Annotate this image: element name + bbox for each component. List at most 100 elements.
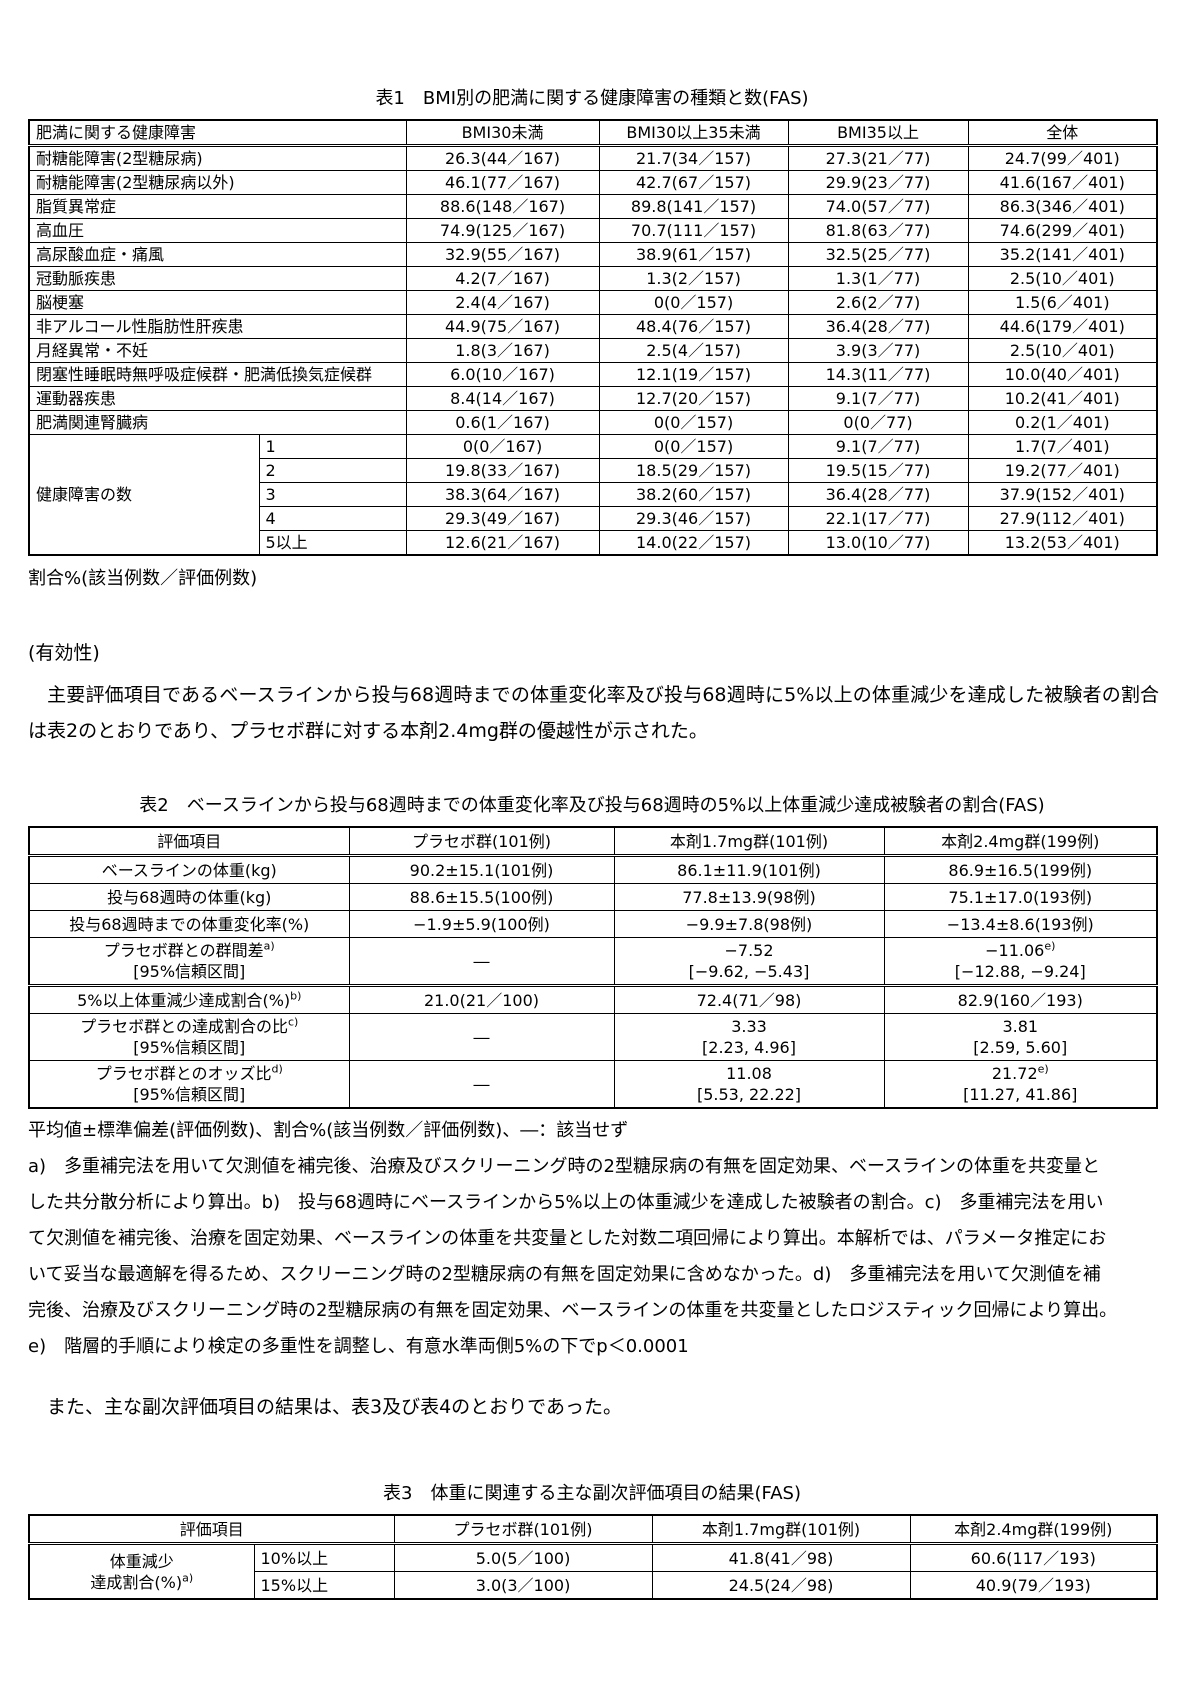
row-label-text: 5%以上体重減少達成割合(%)	[77, 990, 291, 1010]
data-cell: 37.9(152／401)	[967, 482, 1158, 507]
data-cell: 29.3(49／167)	[405, 506, 600, 531]
data-cell: 8.4(14／167)	[405, 386, 600, 411]
data-cell: ―	[348, 1060, 615, 1109]
sub-label: 4	[258, 506, 407, 531]
data-cell: 0(0／167)	[405, 434, 600, 459]
document-page: 表1 BMI別の肥満に関する健康障害の種類と数(FAS) 肥満に関する健康障害 …	[28, 88, 1159, 1600]
data-cell: 0(0／77)	[787, 410, 969, 435]
group-label: 健康障害の数	[28, 434, 260, 556]
data-cell: 90.2±15.1(101例)	[348, 855, 615, 884]
data-cell: 19.5(15／77)	[787, 458, 969, 483]
data-cell: 86.9±16.5(199例)	[883, 855, 1158, 884]
row-label: 脂質異常症	[28, 194, 407, 219]
footnote-marker: d)	[271, 1062, 283, 1076]
data-cell: 1.3(1／77)	[787, 266, 969, 291]
table2-title: 表2 ベースラインから投与68週時までの体重変化率及び投与68週時の5%以上体重…	[139, 795, 1045, 816]
row-label: 閉塞性睡眠時無呼吸症候群・肥満低換気症候群	[28, 362, 407, 387]
row-label: 高尿酸血症・痛風	[28, 242, 407, 267]
group-label-line1: 体重減少	[109, 1551, 174, 1571]
table2-header-row: 評価項目 プラセボ群(101例) 本剤1.7mg群(101例) 本剤2.4mg群…	[28, 826, 1158, 857]
table3-header-placebo: プラセボ群(101例)	[393, 1514, 653, 1545]
table1-header-bmi30: BMI30未満	[405, 119, 600, 147]
sub-label: 15%以上	[253, 1571, 395, 1600]
data-cell: 88.6(148／167)	[405, 194, 600, 219]
table2-header-placebo: プラセボ群(101例)	[348, 826, 615, 857]
table1-footnote: 割合%(該当例数／評価例数)	[28, 568, 258, 589]
data-cell: 0.2(1／401)	[967, 410, 1158, 435]
table-row: 体重減少 達成割合(%)a) 10%以上 5.0(5／100) 41.8(41／…	[28, 1543, 1158, 1600]
table1-title: 表1 BMI別の肥満に関する健康障害の種類と数(FAS)	[375, 88, 809, 109]
data-cell: 1.3(2／157)	[598, 266, 789, 291]
footnote-line: て欠測値を補完後、治療を固定効果、ベースラインの体重を共変量とした対数二項回帰に…	[28, 1228, 1107, 1249]
footnote-marker: e)	[1044, 939, 1056, 953]
data-cell: 46.1(77／167)	[405, 170, 600, 195]
table-row: 耐糖能障害(2型糖尿病) 26.3(44／167) 21.7(34／157) 2…	[28, 145, 1158, 171]
data-cell: 29.3(46／157)	[598, 506, 789, 531]
data-cell: 89.8(141／157)	[598, 194, 789, 219]
data-cell: 35.2(141／401)	[967, 242, 1158, 267]
data-cell: 75.1±17.0(193例)	[883, 883, 1158, 911]
data-cell: 1.5(6／401)	[967, 290, 1158, 315]
data-cell: 13.0(10／77)	[787, 530, 969, 556]
value-line1: 3.81	[1002, 1017, 1039, 1036]
data-cell: −1.9±5.9(100例)	[348, 910, 615, 938]
row-label-line2: [95%信頼区間]	[133, 962, 246, 981]
sub-label: 10%以上	[253, 1543, 395, 1572]
data-cell: 21.72e) [11.27, 41.86]	[883, 1060, 1158, 1109]
footnote-line: a) 多重補完法を用いて欠測値を補完後、治療及びスクリーニング時の2型糖尿病の有…	[28, 1156, 1101, 1177]
table-row: 肥満関連腎臓病 0.6(1／167) 0(0／157) 0(0／77) 0.2(…	[28, 410, 1158, 435]
data-cell: 32.9(55／167)	[405, 242, 600, 267]
footnote-marker: a)	[182, 1571, 194, 1585]
group-label-line2: 達成割合(%)	[90, 1572, 183, 1592]
table3: 評価項目 プラセボ群(101例) 本剤1.7mg群(101例) 本剤2.4mg群…	[28, 1514, 1159, 1600]
row-label: 耐糖能障害(2型糖尿病以外)	[28, 170, 407, 195]
table2-header-2-4mg: 本剤2.4mg群(199例)	[883, 826, 1158, 857]
table-row: 5%以上体重減少達成割合(%)b) 21.0(21／100) 72.4(71／9…	[28, 984, 1158, 1014]
table-row: 4 29.3(49／167) 29.3(46／157) 22.1(17／77) …	[29, 506, 1158, 531]
row-label-line2: [95%信頼区間]	[133, 1085, 246, 1104]
data-cell: 38.9(61／157)	[598, 242, 789, 267]
data-cell: 13.2(53／401)	[967, 530, 1158, 556]
data-cell: 12.7(20／157)	[598, 386, 789, 411]
table-row: 月経異常・不妊 1.8(3／167) 2.5(4／157) 3.9(3／77) …	[28, 338, 1158, 363]
row-label-text: プラセボ群とのオッズ比	[95, 1064, 272, 1083]
data-cell: 72.4(71／98)	[613, 984, 885, 1014]
data-cell: 40.9(79／193)	[909, 1571, 1158, 1600]
data-cell: 18.5(29／157)	[598, 458, 789, 483]
value-ci: [5.53, 22.22]	[696, 1085, 802, 1104]
data-cell: 10.2(41／401)	[967, 386, 1158, 411]
data-cell: 14.0(22／157)	[598, 530, 789, 556]
row-label: 5%以上体重減少達成割合(%)b)	[28, 984, 350, 1014]
table3-header-row: 評価項目 プラセボ群(101例) 本剤1.7mg群(101例) 本剤2.4mg群…	[28, 1514, 1158, 1545]
data-cell: 41.8(41／98)	[651, 1543, 911, 1572]
table-row: 脳梗塞 2.4(4／167) 0(0／157) 2.6(2／77) 1.5(6／…	[28, 290, 1158, 315]
row-label: 月経異常・不妊	[28, 338, 407, 363]
row-label: ベースラインの体重(kg)	[28, 855, 350, 884]
table1-header-total: 全体	[967, 119, 1158, 147]
table-row: 運動器疾患 8.4(14／167) 12.7(20／157) 9.1(7／77)…	[28, 386, 1158, 411]
data-cell: −9.9±7.8(98例)	[613, 910, 885, 938]
table-row: プラセボ群との達成割合の比c) [95%信頼区間] ― 3.33 [2.23, …	[28, 1013, 1158, 1061]
table-row: 15%以上 3.0(3／100) 24.5(24／98) 40.9(79／193…	[29, 1571, 1158, 1600]
data-cell: −13.4±8.6(193例)	[883, 910, 1158, 938]
data-cell: 3.33 [2.23, 4.96]	[613, 1013, 885, 1061]
table-row: プラセボ群とのオッズ比d) [95%信頼区間] ― 11.08 [5.53, 2…	[28, 1060, 1158, 1109]
data-cell: −7.52 [−9.62, −5.43]	[613, 937, 885, 986]
value-ci: [−9.62, −5.43]	[688, 962, 810, 981]
sub-label: 2	[258, 458, 407, 483]
data-cell: 3.81 [2.59, 5.60]	[883, 1013, 1158, 1061]
row-label: 冠動脈疾患	[28, 266, 407, 291]
data-cell: 77.8±13.9(98例)	[613, 883, 885, 911]
data-cell: 24.7(99／401)	[967, 145, 1158, 171]
value-line1: −7.52	[724, 941, 774, 960]
data-cell: 29.9(23／77)	[787, 170, 969, 195]
data-cell: 36.4(28／77)	[787, 314, 969, 339]
table3-title: 表3 体重に関連する主な副次評価項目の結果(FAS)	[383, 1483, 801, 1504]
data-cell: 2.6(2／77)	[787, 290, 969, 315]
sub-label: 3	[258, 482, 407, 507]
table3-header-item: 評価項目	[28, 1514, 395, 1545]
row-label-line2: [95%信頼区間]	[133, 1038, 246, 1057]
row-label-text: プラセボ群との群間差	[103, 941, 264, 960]
row-label: プラセボ群との群間差a) [95%信頼区間]	[28, 937, 350, 986]
data-cell: 32.5(25／77)	[787, 242, 969, 267]
